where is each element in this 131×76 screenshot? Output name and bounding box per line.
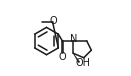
Text: OH: OH — [76, 58, 91, 68]
Polygon shape — [73, 53, 80, 63]
Text: O: O — [49, 16, 57, 26]
Text: N: N — [70, 34, 77, 44]
Text: O: O — [59, 52, 66, 62]
